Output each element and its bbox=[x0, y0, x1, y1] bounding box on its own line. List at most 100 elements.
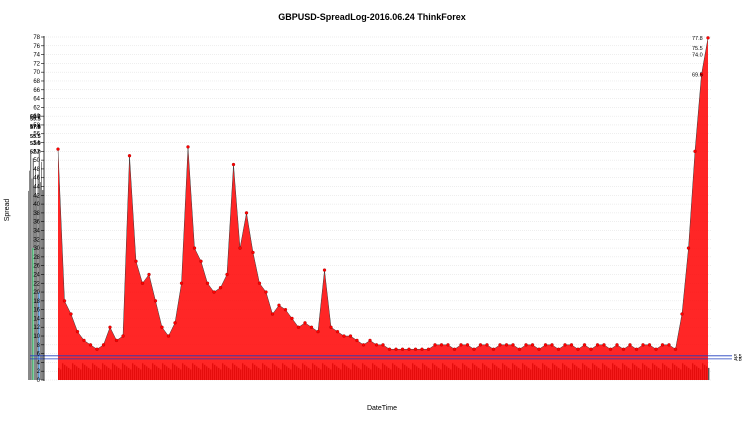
data-point bbox=[160, 325, 164, 329]
chart-title: GBPUSD-SpreadLog-2016.06.24 ThinkForex bbox=[278, 12, 466, 22]
band-bar bbox=[37, 174, 39, 380]
y-tick-label: 8 bbox=[37, 343, 41, 349]
y-tick-label: 54 bbox=[33, 141, 40, 147]
data-point bbox=[251, 250, 255, 255]
data-point bbox=[361, 343, 366, 347]
data-point bbox=[537, 347, 541, 351]
y-tick-label: 60 bbox=[33, 114, 40, 120]
data-point bbox=[511, 343, 515, 347]
data-point bbox=[355, 338, 359, 343]
data-point bbox=[478, 343, 483, 347]
data-point bbox=[374, 343, 379, 347]
y-ticks: 0246810121416182022242628303234363840424… bbox=[33, 35, 44, 384]
y-tick-label: 46 bbox=[33, 176, 40, 182]
y-tick-label: 38 bbox=[33, 211, 40, 217]
data-point bbox=[563, 343, 567, 347]
band-bar bbox=[35, 166, 36, 380]
data-point bbox=[277, 303, 281, 307]
data-point bbox=[387, 347, 392, 351]
data-point bbox=[95, 347, 99, 351]
annotation-label: 59.5 bbox=[30, 116, 41, 122]
data-point bbox=[121, 334, 125, 338]
reference-line-label: 5.5 bbox=[734, 354, 742, 360]
data-point bbox=[595, 343, 600, 347]
y-tick-label: 22 bbox=[33, 281, 40, 287]
band-bar bbox=[29, 170, 30, 380]
data-point bbox=[667, 343, 671, 347]
data-point bbox=[498, 343, 502, 347]
data-point bbox=[192, 246, 197, 250]
band-bar bbox=[34, 186, 35, 380]
reference-line-label: 4.8 bbox=[734, 357, 742, 363]
data-point bbox=[504, 343, 509, 347]
right-annotations: 77.8 75.574.0 69.5 60.059.5 57.857.5 55.553.9… bbox=[30, 36, 703, 155]
data-point bbox=[56, 147, 60, 151]
data-point bbox=[634, 347, 639, 351]
data-point bbox=[225, 272, 229, 277]
annotation-label: 60.0 bbox=[30, 114, 41, 120]
data-point bbox=[654, 347, 658, 351]
data-point bbox=[218, 286, 223, 290]
data-point bbox=[179, 281, 184, 285]
data-point bbox=[576, 347, 580, 351]
data-point bbox=[127, 154, 132, 158]
data-point bbox=[199, 259, 203, 263]
data-point bbox=[550, 343, 554, 347]
band-bar bbox=[28, 190, 29, 380]
data-point bbox=[407, 347, 411, 351]
y-tick-label: 28 bbox=[33, 255, 40, 261]
band-bar bbox=[30, 150, 32, 380]
y-tick-label: 72 bbox=[33, 61, 40, 67]
data-point bbox=[303, 321, 307, 325]
y-tick-label: 6 bbox=[37, 352, 41, 358]
data-point bbox=[186, 145, 190, 149]
data-point bbox=[420, 347, 424, 351]
data-point bbox=[517, 347, 522, 351]
y-tick-label: 12 bbox=[33, 325, 40, 331]
y-tick-label: 66 bbox=[33, 88, 40, 94]
data-point bbox=[329, 325, 333, 329]
y-tick-label: 32 bbox=[33, 237, 40, 243]
data-point bbox=[238, 246, 242, 250]
band-bar bbox=[40, 182, 41, 380]
data-point bbox=[446, 343, 450, 347]
data-point bbox=[530, 343, 535, 347]
data-point bbox=[381, 343, 385, 347]
data-point bbox=[543, 343, 548, 347]
annotation-label: 75.5 bbox=[692, 46, 703, 52]
data-point bbox=[62, 299, 67, 303]
data-point bbox=[140, 281, 145, 285]
y-tick-label: 40 bbox=[33, 202, 40, 208]
data-point bbox=[212, 290, 216, 294]
annotation-label: 52.0 bbox=[30, 149, 41, 155]
data-point bbox=[69, 312, 73, 316]
data-point bbox=[485, 343, 489, 347]
y-tick-label: 24 bbox=[33, 272, 40, 278]
data-point bbox=[147, 272, 151, 277]
spread-fill bbox=[58, 37, 708, 380]
data-point bbox=[465, 343, 470, 347]
y-tick-label: 74 bbox=[33, 53, 40, 59]
annotation-label: 57.5 bbox=[30, 125, 41, 131]
y-tick-label: 44 bbox=[33, 185, 40, 191]
data-point bbox=[569, 343, 574, 347]
x-axis-label: DateTime bbox=[367, 405, 397, 412]
data-point bbox=[335, 329, 340, 334]
y-tick-label: 62 bbox=[33, 105, 40, 111]
data-point bbox=[426, 347, 431, 351]
y-tick-label: 42 bbox=[33, 193, 40, 199]
data-point bbox=[660, 343, 665, 347]
data-point bbox=[368, 338, 372, 343]
y-tick-label: 52 bbox=[33, 149, 40, 155]
left-dense-band bbox=[28, 150, 44, 380]
annotation-label: 77.8 bbox=[692, 36, 703, 42]
data-point bbox=[491, 347, 496, 351]
data-point bbox=[439, 343, 444, 347]
data-point bbox=[706, 36, 710, 40]
data-point bbox=[270, 312, 275, 316]
y-tick-label: 68 bbox=[33, 79, 40, 85]
data-point bbox=[699, 72, 704, 77]
data-point bbox=[686, 246, 691, 250]
y-tick-label: 58 bbox=[33, 123, 40, 129]
data-point bbox=[413, 347, 418, 351]
